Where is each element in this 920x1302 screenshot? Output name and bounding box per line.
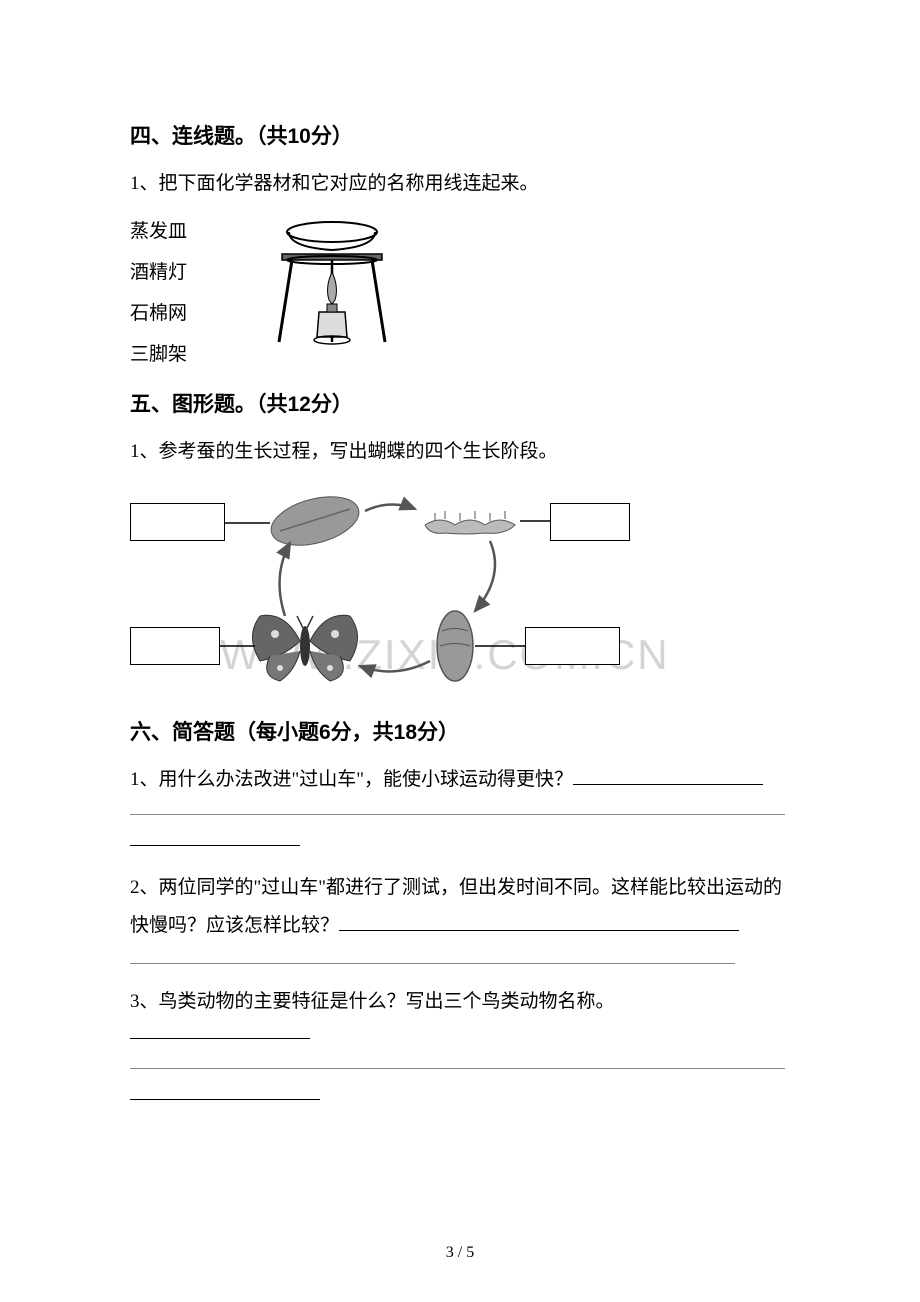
q3-line-2[interactable]: [130, 1068, 785, 1069]
section-5-heading: 五、图形题。（共12分）: [130, 388, 790, 418]
matching-label-2: 酒精灯: [130, 257, 187, 284]
q3-line-1[interactable]: [130, 1038, 310, 1039]
section-6-heading: 六、简答题（每小题6分，共18分）: [130, 716, 790, 746]
q1-line-2[interactable]: [130, 814, 785, 815]
q1-text: 1、用什么办法改进"过山车"，能使小球运动得更快？: [130, 769, 573, 790]
matching-label-1: 蒸发皿: [130, 216, 187, 243]
apparatus-image: [257, 212, 407, 352]
section-5-q1-text: 1、参考蚕的生长过程，写出蝴蝶的四个生长阶段。: [130, 436, 790, 468]
q1-line-3[interactable]: [130, 845, 300, 846]
section-6: 六、简答题（每小题6分，共18分） 1、用什么办法改进"过山车"，能使小球运动得…: [130, 716, 790, 1106]
matching-block: 蒸发皿 酒精灯 石棉网 三脚架: [130, 212, 790, 366]
lifecycle-box-4[interactable]: [130, 627, 220, 665]
lifecycle-box-1[interactable]: [130, 503, 225, 541]
q3-line-3[interactable]: [130, 1099, 320, 1100]
q2-line-1[interactable]: [339, 930, 739, 931]
section-6-q2: 2、两位同学的"过山车"都进行了测试，但出发时间不同。这样能比较出运动的快慢吗？…: [130, 869, 790, 945]
section-4: 四、连线题。（共10分） 1、把下面化学器材和它对应的名称用线连起来。 蒸发皿 …: [130, 120, 790, 366]
matching-labels: 蒸发皿 酒精灯 石棉网 三脚架: [130, 212, 187, 366]
page-footer: 3 / 5: [0, 1244, 920, 1262]
matching-label-3: 石棉网: [130, 298, 187, 325]
matching-label-4: 三脚架: [130, 339, 187, 366]
section-4-heading: 四、连线题。（共10分）: [130, 120, 790, 150]
lifecycle-box-3[interactable]: [525, 627, 620, 665]
section-4-q1-text: 1、把下面化学器材和它对应的名称用线连起来。: [130, 168, 790, 200]
section-5: 五、图形题。（共12分） 1、参考蚕的生长过程，写出蝴蝶的四个生长阶段。 WWW…: [130, 388, 790, 695]
section-6-q1: 1、用什么办法改进"过山车"，能使小球运动得更快？: [130, 764, 790, 796]
q3-text: 3、鸟类动物的主要特征是什么？写出三个鸟类动物名称。: [130, 991, 615, 1012]
q2-line-2[interactable]: [130, 963, 735, 964]
butterfly-lifecycle-diagram: WWW.ZIXIN.COM.CN: [130, 481, 630, 696]
section-6-q3: 3、鸟类动物的主要特征是什么？写出三个鸟类动物名称。: [130, 986, 790, 1051]
q1-line-1[interactable]: [573, 784, 763, 785]
q2-text: 2、两位同学的"过山车"都进行了测试，但出发时间不同。这样能比较出运动的快慢吗？…: [130, 877, 782, 936]
lifecycle-box-2[interactable]: [550, 503, 630, 541]
